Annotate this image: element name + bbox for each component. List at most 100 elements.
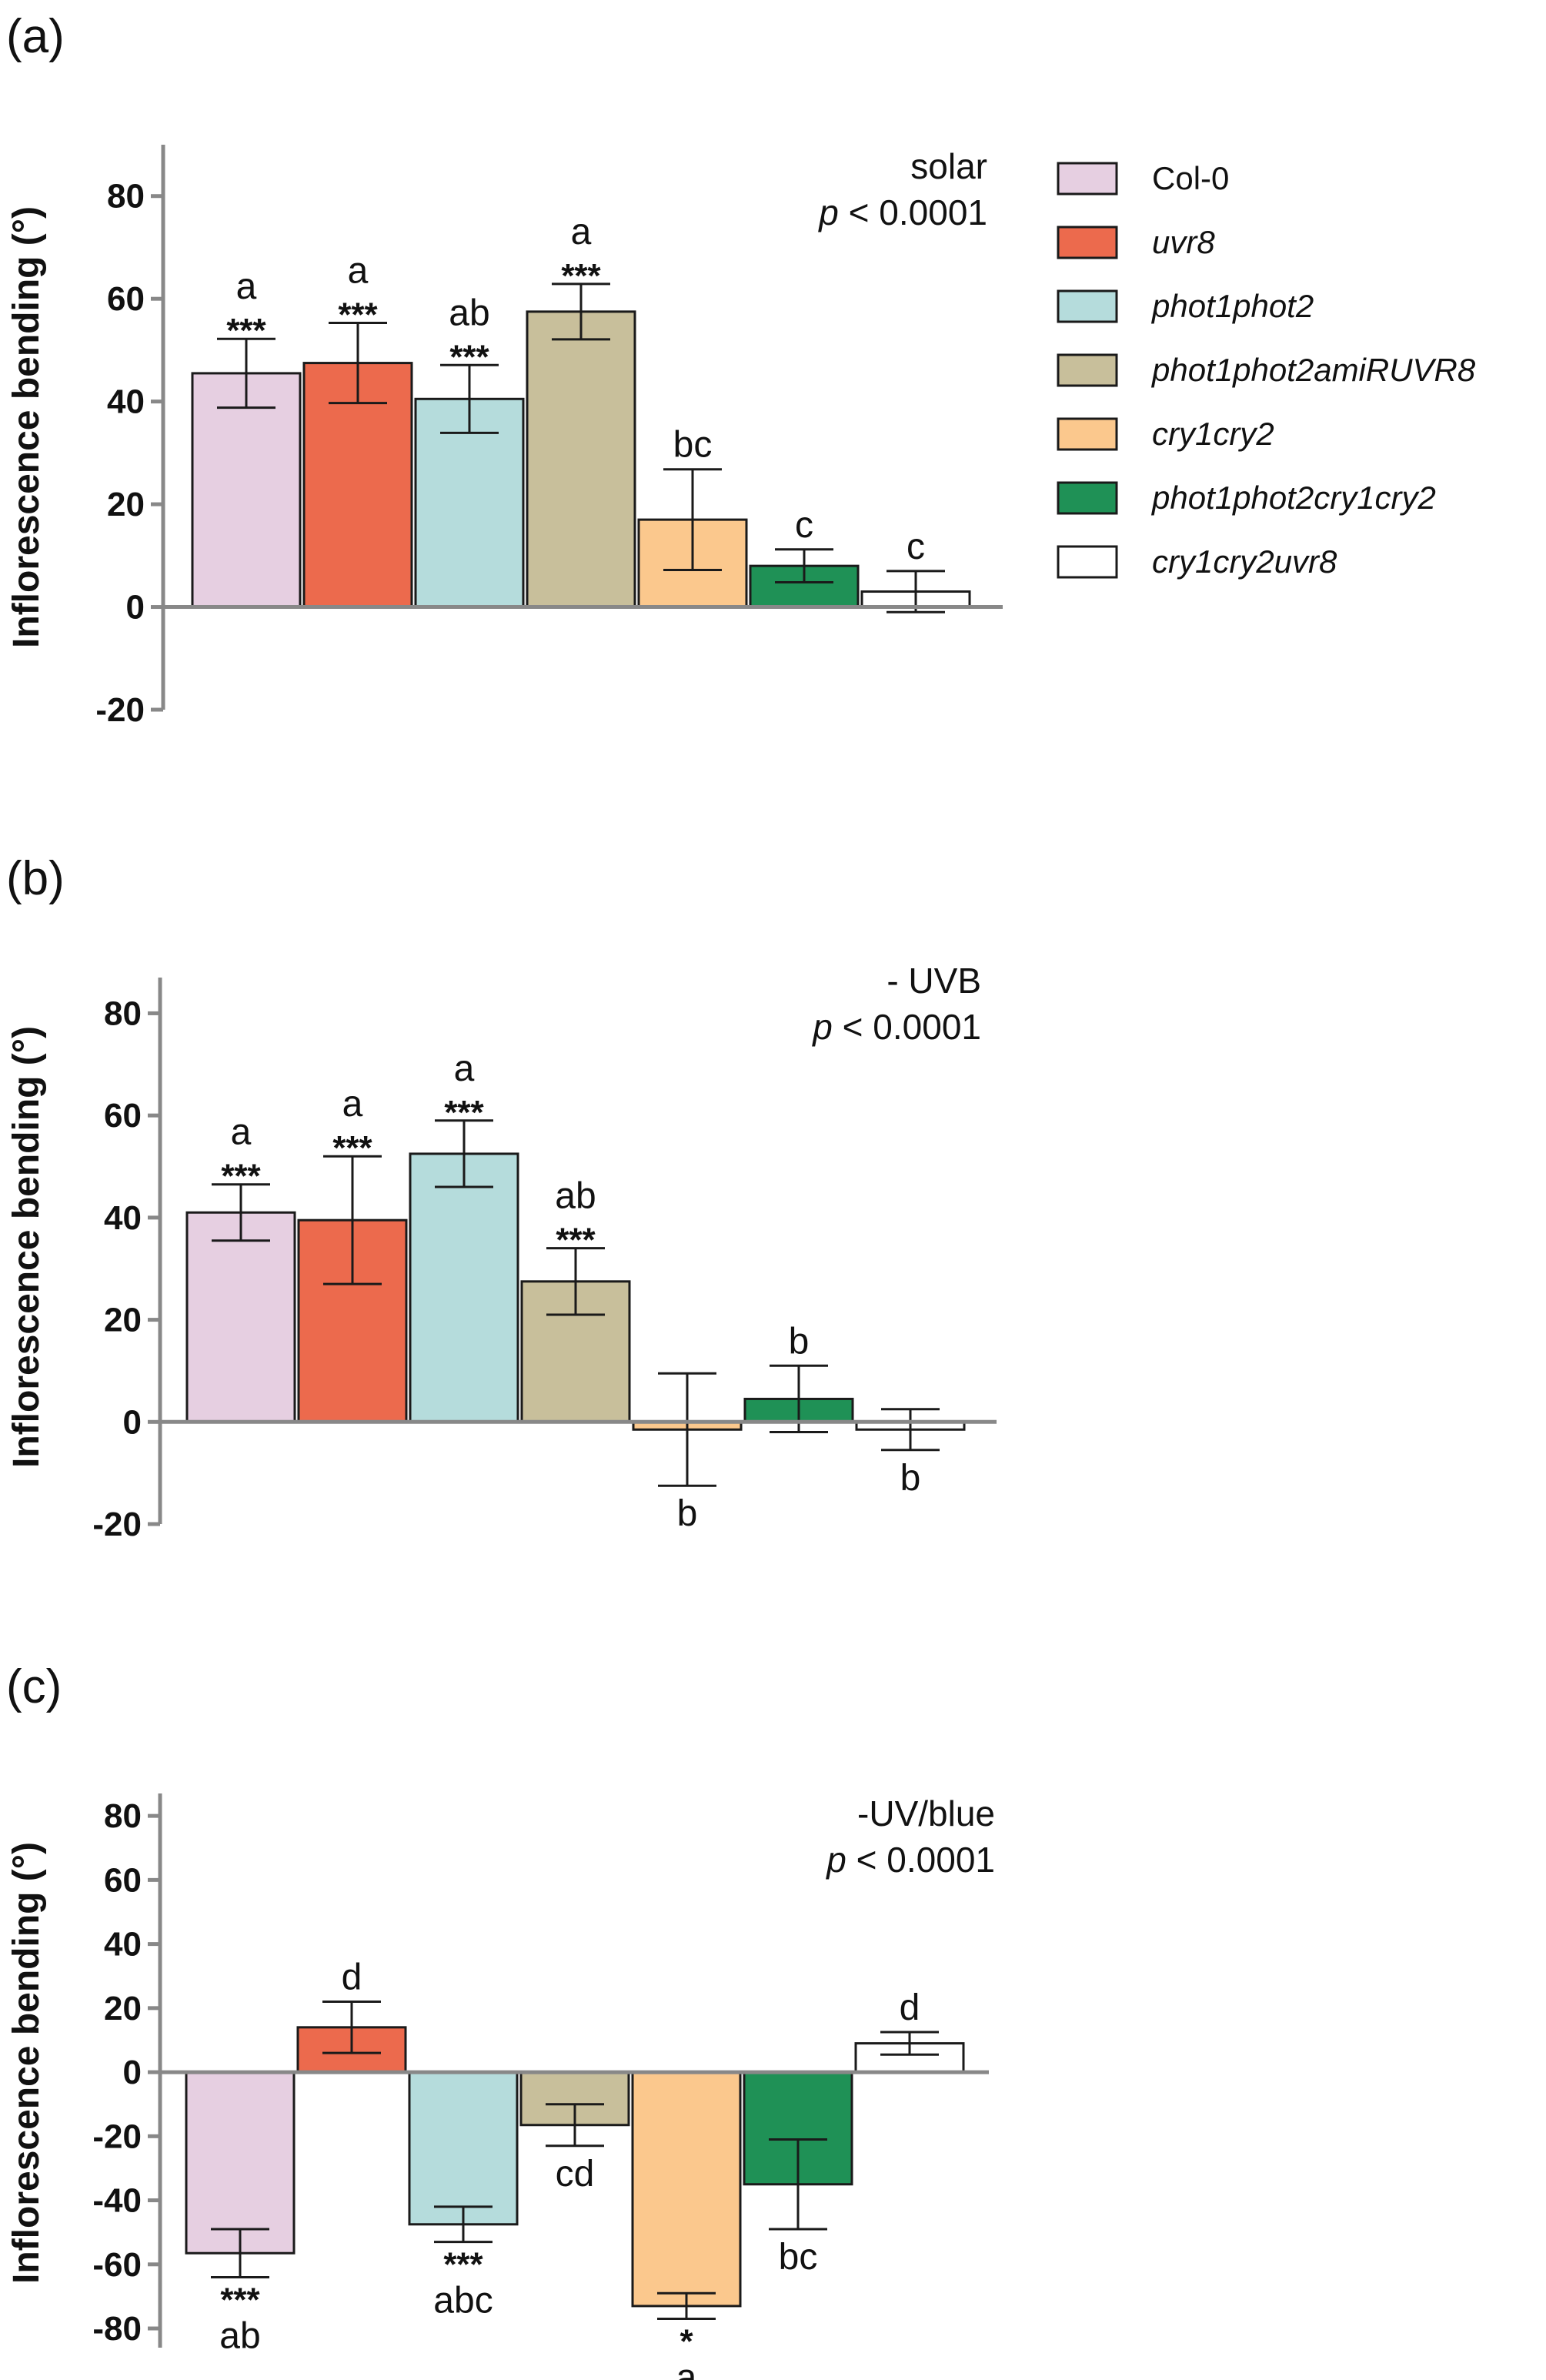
- legend-label: phot1phot2: [1150, 288, 1314, 324]
- p-value-number: < 0.0001: [839, 192, 987, 232]
- legend-swatch: [1057, 417, 1118, 451]
- p-value: p < 0.0001: [817, 192, 987, 232]
- significance-stars: ***: [338, 296, 378, 334]
- significance-stars: ***: [221, 1158, 261, 1195]
- legend: Col-0 uvr8 phot1phot2 phot1phot2amiRUVR8 cry…: [1057, 160, 1476, 580]
- bar-cry1cry2: [631, 2071, 742, 2308]
- group-letter: d: [900, 1987, 920, 2028]
- y-tick-label: 60: [104, 1861, 142, 1899]
- legend-item-uvr8: uvr8: [1057, 224, 1215, 260]
- legend-item-cry1cry2uvr8: cry1cry2uvr8: [1057, 543, 1337, 580]
- group-letter: a: [348, 251, 369, 292]
- panel-label: (b): [6, 852, 65, 905]
- legend-label: phot1phot2amiRUVR8: [1150, 352, 1476, 388]
- legend-label: uvr8: [1152, 224, 1215, 260]
- legend-label: cry1cry2: [1152, 416, 1274, 452]
- condition-label: - UVB: [887, 961, 981, 1001]
- legend-item-phot1phot2amiRUVR8: phot1phot2amiRUVR8: [1057, 352, 1476, 388]
- legend-item-Col-0: Col-0: [1057, 160, 1229, 196]
- y-axis-label: Inflorescence bending (°): [6, 1842, 47, 2284]
- bar-phot1phot2: [409, 1152, 519, 1423]
- y-tick-label: 60: [104, 1097, 142, 1135]
- group-letter: bc: [779, 2237, 818, 2278]
- group-letter: abc: [433, 2281, 493, 2322]
- significance-stars: ***: [443, 2246, 483, 2284]
- group-letter: c: [795, 505, 813, 546]
- significance-stars: ***: [220, 2281, 260, 2318]
- significance-stars: ***: [444, 1094, 484, 1132]
- legend-label: Col-0: [1152, 160, 1229, 196]
- y-tick-label: 20: [107, 486, 145, 523]
- y-tick-label: 80: [104, 1797, 142, 1835]
- significance-stars: ***: [561, 257, 601, 295]
- y-axis-label: Inflorescence bending (°): [6, 1026, 47, 1468]
- group-letter: b: [900, 1458, 921, 1499]
- significance-stars: ***: [332, 1129, 372, 1167]
- p-value-symbol: p: [811, 1007, 833, 1047]
- y-tick-label: -40: [92, 2182, 142, 2220]
- y-tick-label: 0: [123, 2054, 142, 2091]
- legend-swatch: [1057, 481, 1118, 515]
- y-axis-label: Inflorescence bending (°): [6, 206, 47, 648]
- group-letter: bc: [673, 425, 713, 466]
- y-tick-label: 40: [107, 383, 145, 421]
- condition-label: solar: [910, 146, 987, 186]
- y-tick-label: 40: [104, 1926, 142, 1964]
- group-letter: d: [342, 1957, 362, 1998]
- legend-label: phot1phot2cry1cry2: [1150, 480, 1436, 516]
- p-value-number: < 0.0001: [846, 1840, 995, 1880]
- group-letter: ab: [219, 2315, 260, 2356]
- bar-phot1phot2: [408, 2071, 519, 2226]
- y-tick-label: 20: [104, 1990, 142, 2027]
- legend-item-phot1phot2: phot1phot2: [1057, 288, 1314, 324]
- significance-stars: ***: [449, 338, 489, 376]
- group-letter: a: [571, 212, 592, 252]
- significance-stars: *: [680, 2323, 693, 2361]
- group-letter: b: [789, 1321, 810, 1362]
- y-tick-label: -20: [92, 2118, 142, 2155]
- group-letter: a: [231, 1112, 252, 1153]
- legend-item-phot1phot2cry1cry2: phot1phot2cry1cry2: [1057, 480, 1436, 516]
- group-letter: a: [676, 2358, 697, 2380]
- y-tick-label: 60: [107, 280, 145, 318]
- y-tick-label: 80: [107, 178, 145, 216]
- panel-c: (c) Inflorescence bending (°) 80 60 40 20 0 -20…: [6, 1660, 995, 2380]
- group-letter: ab: [449, 292, 489, 333]
- legend-swatch: [1057, 226, 1118, 259]
- group-letter: a: [236, 266, 257, 307]
- y-tick-label: -20: [95, 691, 145, 729]
- p-value-symbol: p: [825, 1840, 846, 1880]
- y-tick-label: 0: [126, 589, 145, 627]
- legend-label: cry1cry2uvr8: [1152, 543, 1337, 580]
- y-tick-label: -60: [92, 2246, 142, 2284]
- group-letter: c: [907, 526, 925, 567]
- p-value: p < 0.0001: [811, 1007, 981, 1047]
- legend-item-cry1cry2: cry1cry2: [1057, 416, 1274, 452]
- group-letter: b: [677, 1493, 698, 1534]
- y-tick-label: 0: [123, 1403, 142, 1441]
- y-tick-label: 80: [104, 994, 142, 1032]
- panel-label: (c): [6, 1660, 62, 1713]
- legend-swatch: [1057, 545, 1118, 579]
- bar-Col-0: [185, 1211, 296, 1423]
- p-value: p < 0.0001: [825, 1840, 995, 1880]
- p-value-symbol: p: [817, 192, 839, 232]
- y-tick-label: 20: [104, 1302, 142, 1339]
- legend-swatch: [1057, 162, 1118, 196]
- significance-stars: ***: [226, 312, 266, 349]
- legend-swatch: [1057, 289, 1118, 323]
- group-letter: a: [454, 1048, 475, 1089]
- group-letter: ab: [555, 1176, 596, 1217]
- panel-label: (a): [6, 10, 65, 63]
- panel-b: (b) Inflorescence bending (°) 80 60 40 20 0 -20…: [6, 852, 997, 1543]
- condition-label: -UV/blue: [857, 1793, 995, 1833]
- bar-Col-0: [185, 2071, 296, 2255]
- significance-stars: ***: [556, 1222, 596, 1259]
- group-letter: cd: [556, 2154, 595, 2194]
- p-value-number: < 0.0001: [833, 1007, 981, 1047]
- panels: (a) Inflorescence bending (°) 80 60 40 20 0 -20…: [6, 10, 1003, 2380]
- legend-swatch: [1057, 353, 1118, 387]
- y-tick-label: -80: [92, 2310, 142, 2348]
- group-letter: a: [342, 1084, 363, 1125]
